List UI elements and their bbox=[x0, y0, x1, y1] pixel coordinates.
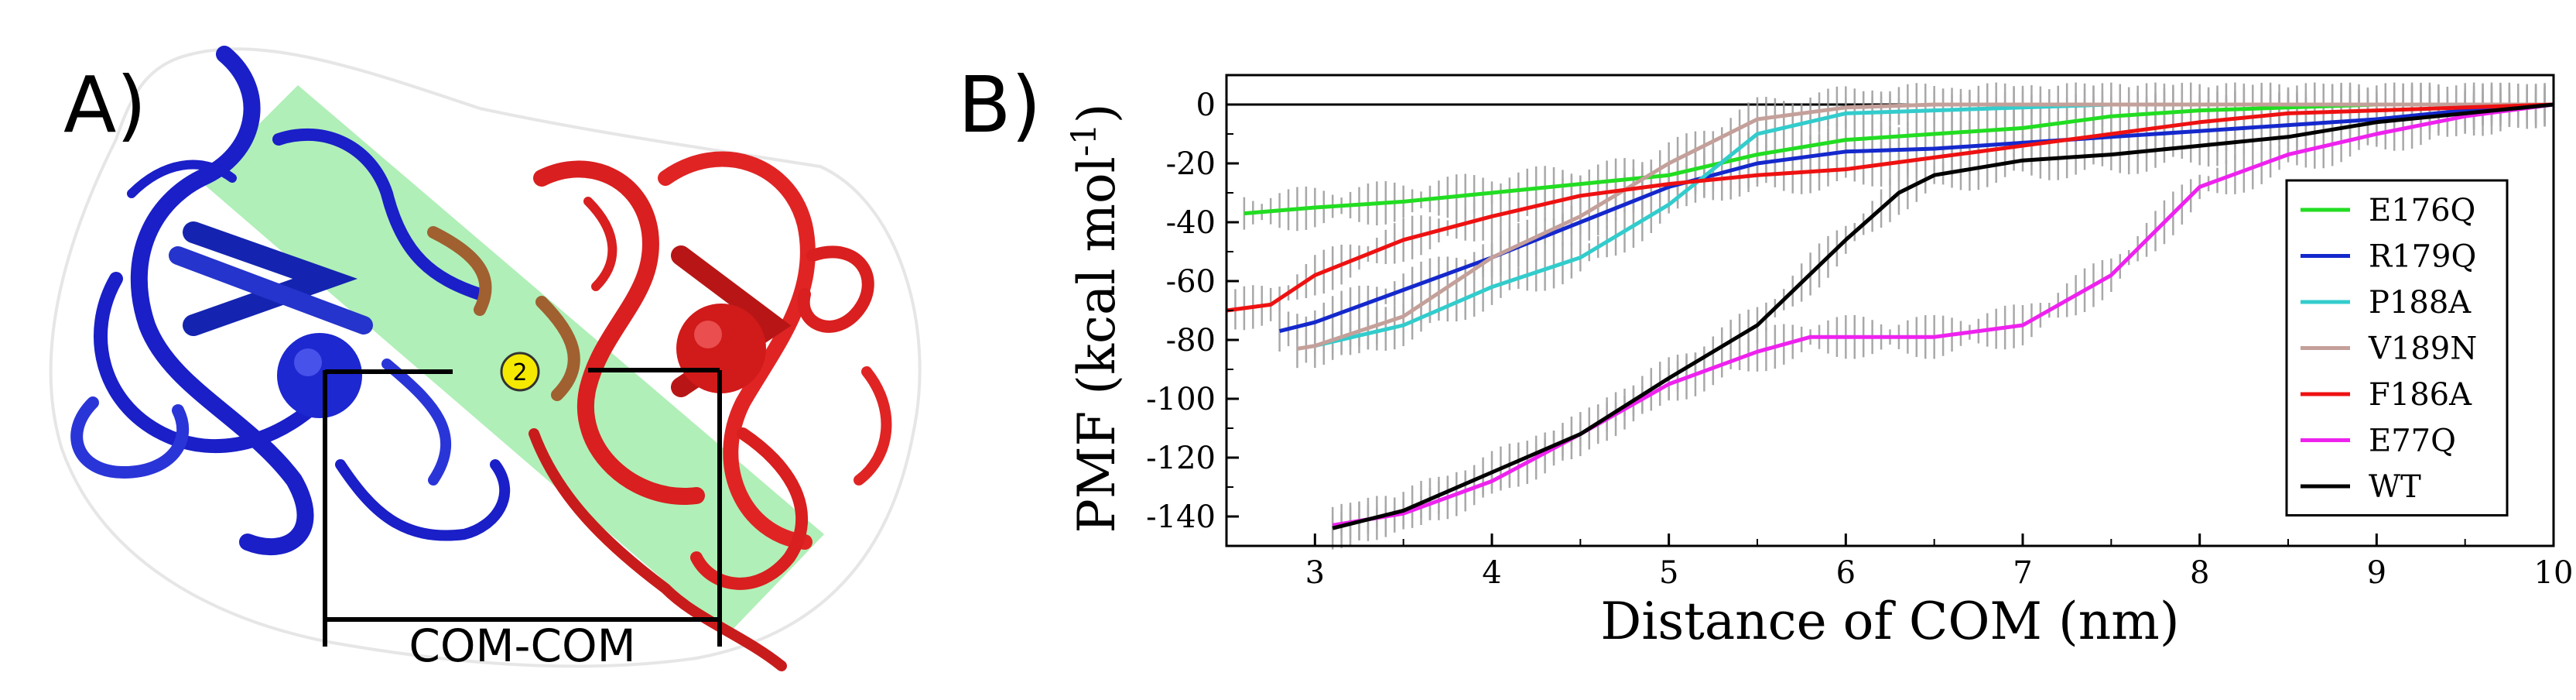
y-tick-label: -60 bbox=[1166, 264, 1216, 300]
legend-label-v189n: V189N bbox=[2368, 331, 2477, 367]
y-tick-label: -100 bbox=[1146, 382, 1216, 417]
series-line-e77q bbox=[1332, 102, 2554, 527]
legend-label-e77q: E77Q bbox=[2369, 424, 2456, 459]
x-tick-label: 8 bbox=[2190, 555, 2209, 591]
panel-a-label: A) bbox=[63, 60, 146, 150]
y-axis: 0 -20 -40 -60 -80 -100 -120 -140 bbox=[1146, 88, 1239, 535]
legend-label-wt: WT bbox=[2369, 469, 2421, 505]
plot-area bbox=[1225, 82, 2554, 550]
x-tick-label: 5 bbox=[1659, 555, 1678, 591]
x-tick-label: 10 bbox=[2534, 555, 2574, 591]
com-com-bracket bbox=[323, 368, 722, 647]
y-tick-label: 0 bbox=[1196, 88, 1216, 123]
y-tick-label: -80 bbox=[1166, 323, 1216, 359]
panel-b-label: B) bbox=[958, 60, 1042, 150]
x-tick-label: 7 bbox=[2013, 555, 2032, 591]
legend-label-r179q: R179Q bbox=[2369, 239, 2476, 275]
y-tick-label: -40 bbox=[1166, 205, 1216, 241]
y-axis-label-exponent: -1 bbox=[1065, 123, 1104, 156]
sphere-highlight bbox=[694, 321, 722, 348]
y-axis-label: PMF (kcal mol-1) bbox=[1065, 104, 1127, 534]
x-tick-label: 3 bbox=[1305, 555, 1325, 591]
legend-label-p188a: P188A bbox=[2369, 285, 2472, 321]
x-tick-label: 9 bbox=[2367, 555, 2386, 591]
com-com-label: COM-COM bbox=[409, 619, 635, 672]
legend: E176Q R179Q P188A V189N F186A E77Q WT bbox=[2285, 179, 2509, 516]
y-axis-label-close: ) bbox=[1067, 104, 1127, 124]
x-axis: 3 4 5 6 7 8 9 10 bbox=[1305, 534, 2574, 591]
x-tick-label: 4 bbox=[1482, 555, 1501, 591]
legend-label-f186a: F186A bbox=[2369, 377, 2472, 413]
series-line-v189n bbox=[1297, 102, 2554, 351]
y-tick-label: -120 bbox=[1146, 441, 1216, 476]
site-badge bbox=[500, 352, 540, 392]
site-badge-label: 2 bbox=[512, 359, 527, 386]
y-axis-label-main: PMF (kcal mol bbox=[1067, 156, 1127, 533]
linker-segment bbox=[427, 226, 580, 401]
y-tick-label: -20 bbox=[1166, 146, 1216, 182]
series-line-f186a bbox=[1226, 102, 2554, 313]
x-axis-label: Distance of COM (nm) bbox=[1600, 592, 2179, 651]
y-tick-label: -140 bbox=[1146, 499, 1216, 535]
right-domain bbox=[529, 151, 892, 671]
series-line-wt bbox=[1332, 102, 2554, 530]
sphere-highlight bbox=[294, 348, 322, 376]
protein-structure-illustration: 2 COM-COM A) bbox=[49, 46, 922, 672]
x-tick-label: 6 bbox=[1836, 555, 1856, 591]
legend-label-e176q: E176Q bbox=[2369, 193, 2475, 228]
series-line-r179q bbox=[1278, 102, 2554, 334]
left-domain bbox=[70, 46, 511, 556]
